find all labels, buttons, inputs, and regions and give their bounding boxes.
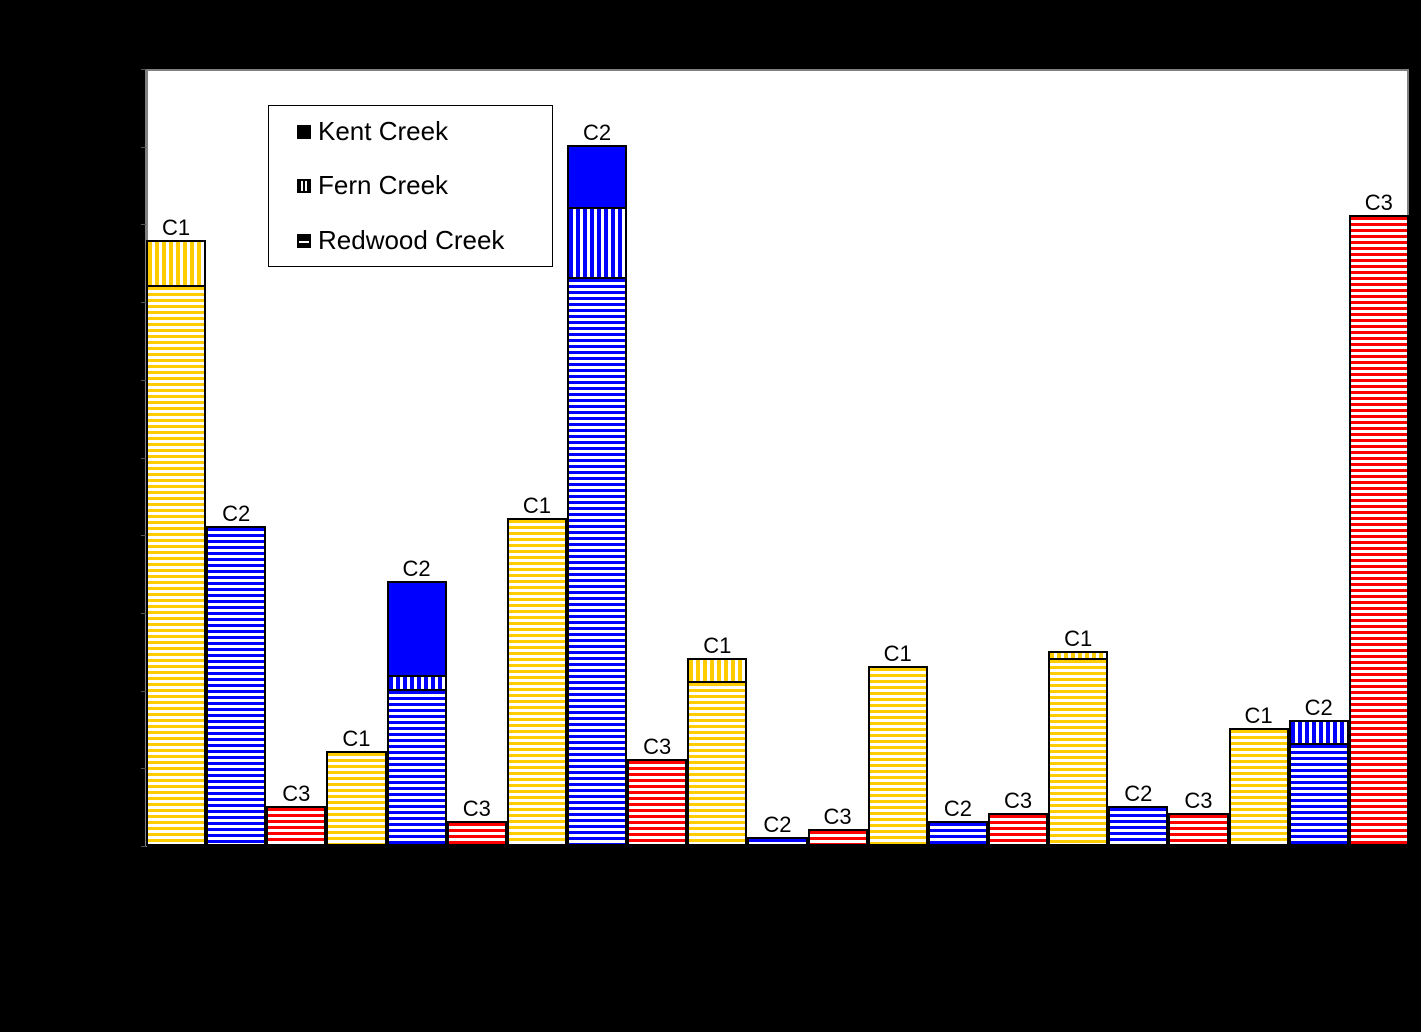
bar-segment-redwood-creek <box>386 689 447 846</box>
bar-segment-redwood-creek <box>266 805 327 846</box>
legend-item-redwood-creek: Redwood Creek <box>297 225 504 256</box>
y-tick <box>141 768 146 770</box>
bar-segment-fern-creek <box>386 674 447 692</box>
bar-segment-redwood-creek <box>807 829 868 846</box>
bar-class-label: C2 <box>943 795 972 821</box>
bar-class-label: C3 <box>462 795 491 821</box>
bar-segment-kent-creek <box>566 144 628 209</box>
bar-c1: C1 <box>867 642 928 846</box>
bar-segment-redwood-creek <box>627 759 688 846</box>
bar-segment-redwood-creek <box>867 666 928 846</box>
bar-segment-redwood-creek <box>1168 812 1229 846</box>
bar-c1: C1 <box>146 215 207 846</box>
bar-segment-fern-creek <box>146 239 207 288</box>
bar-c2: C2 <box>566 120 628 846</box>
legend-item-kent-creek: Kent Creek <box>297 116 448 147</box>
y-tick <box>141 302 146 304</box>
bar-c3: C3 <box>1348 190 1409 846</box>
bar-segment-redwood-creek <box>747 837 808 846</box>
bar-segment-redwood-creek <box>1048 658 1109 846</box>
y-tick <box>141 379 146 381</box>
bar-segment-redwood-creek <box>206 526 267 846</box>
bar-class-label: C2 <box>1124 780 1153 806</box>
bar-class-label: C1 <box>703 632 732 658</box>
y-tick <box>141 457 146 459</box>
bar-segment-redwood-creek <box>506 517 567 846</box>
bar-c3: C3 <box>1168 788 1229 846</box>
legend-label: Kent Creek <box>318 116 449 146</box>
vertical-stripe-swatch-icon <box>297 178 311 193</box>
bar-segment-redwood-creek <box>1108 805 1169 846</box>
bar-class-label: C2 <box>582 119 612 145</box>
bars-container: C1 C2 C3 C1 C2 C3 C1 C2 C3 C1 C2 C3 C1 C2 C3 C1 C2 C3 C1 C2… <box>146 69 1409 846</box>
bar-segment-redwood-creek <box>1228 728 1289 846</box>
bar-segment-fern-creek <box>1288 719 1349 745</box>
bar-class-label: C1 <box>1064 625 1093 651</box>
bar-segment-fern-creek <box>687 657 748 683</box>
legend-label: Fern Creek <box>318 170 449 200</box>
bar-c2: C2 <box>206 502 267 846</box>
bar-segment-redwood-creek <box>446 820 507 846</box>
bar-c3: C3 <box>807 805 868 846</box>
bar-class-label: C3 <box>282 780 311 806</box>
bar-class-label: C3 <box>1184 787 1213 813</box>
bar-class-label: C3 <box>1364 189 1393 215</box>
y-tick <box>141 612 146 614</box>
y-tick <box>141 690 146 692</box>
bar-segment-redwood-creek <box>1348 214 1409 846</box>
bar-segment-redwood-creek <box>927 820 988 846</box>
bar-c2: C2 <box>1288 695 1349 846</box>
legend-item-fern-creek: Fern Creek <box>297 170 448 201</box>
bar-c1: C1 <box>1228 704 1289 846</box>
y-tick <box>141 224 146 226</box>
legend: Kent Creek Fern Creek Redwood Creek <box>268 105 553 267</box>
bar-class-label: C1 <box>342 725 371 751</box>
bar-c2: C2 <box>927 796 988 846</box>
bar-c2: C2 <box>1108 781 1169 846</box>
y-tick <box>141 146 146 148</box>
bar-class-label: C1 <box>1244 703 1273 729</box>
bar-c1: C1 <box>1048 626 1109 846</box>
bar-c3: C3 <box>627 735 688 846</box>
bar-segment-kent-creek <box>386 580 447 677</box>
y-tick <box>141 535 146 537</box>
bar-class-label: C2 <box>763 812 792 838</box>
bar-c3: C3 <box>266 781 327 846</box>
y-tick <box>141 846 146 847</box>
bar-c3: C3 <box>987 788 1049 846</box>
bar-class-label: C1 <box>522 492 551 518</box>
bar-c1: C1 <box>687 633 748 846</box>
bar-class-label: C2 <box>402 555 431 581</box>
bar-c3: C3 <box>446 796 507 846</box>
bar-segment-redwood-creek <box>566 276 628 846</box>
bar-c1: C1 <box>506 493 567 846</box>
bar-segment-redwood-creek <box>1288 743 1349 846</box>
bar-class-label: C2 <box>1304 694 1333 720</box>
bar-segment-redwood-creek <box>146 285 207 846</box>
bar-class-label: C3 <box>1003 787 1033 813</box>
bar-c2: C2 <box>386 556 447 846</box>
bar-segment-redwood-creek <box>326 750 387 846</box>
bar-segment-fern-creek <box>566 206 628 279</box>
bar-segment-redwood-creek <box>687 680 748 846</box>
bar-class-label: C2 <box>222 501 251 527</box>
legend-label: Redwood Creek <box>318 225 505 255</box>
y-tick <box>141 69 146 70</box>
bar-class-label: C3 <box>823 804 852 830</box>
bar-class-label: C3 <box>643 734 672 760</box>
bar-segment-fern-creek <box>1048 650 1109 661</box>
bar-class-label: C1 <box>162 214 191 240</box>
bar-c1: C1 <box>326 726 387 846</box>
bar-segment-redwood-creek <box>987 812 1049 846</box>
solid-swatch-icon <box>297 124 311 139</box>
horizontal-stripe-swatch-icon <box>297 233 311 248</box>
bar-class-label: C1 <box>883 641 912 667</box>
bar-c2: C2 <box>747 813 808 846</box>
